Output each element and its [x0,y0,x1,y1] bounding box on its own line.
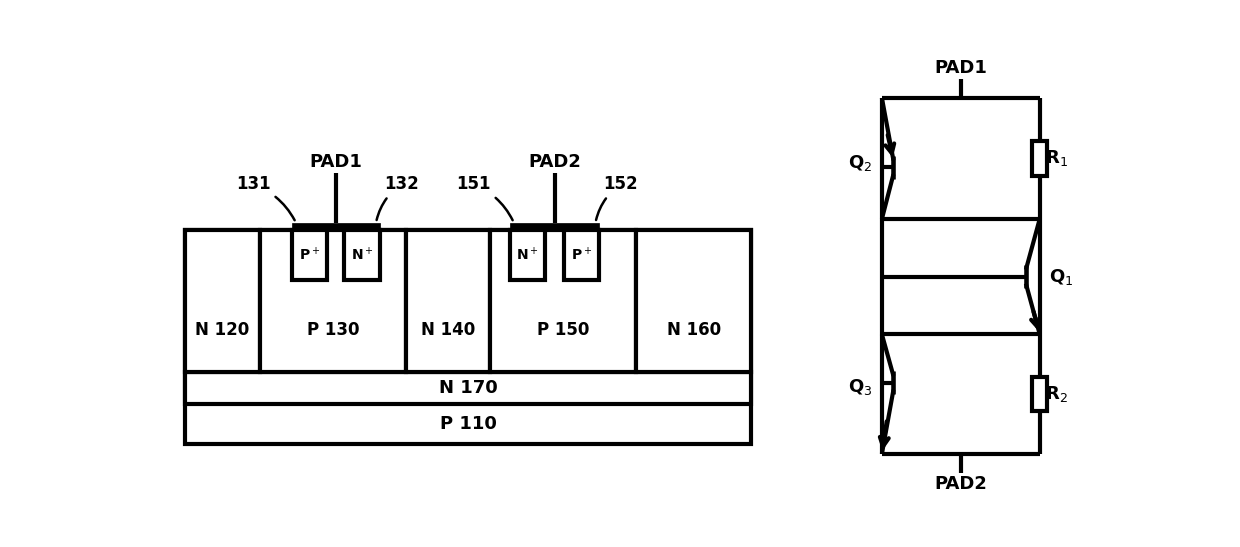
Text: R$_1$: R$_1$ [1045,148,1068,168]
Text: 131: 131 [236,176,295,220]
Bar [1032,377,1048,411]
Bar [510,223,599,230]
Text: N$^+$: N$^+$ [516,246,539,263]
Text: N 160: N 160 [667,321,720,339]
Bar [293,230,327,280]
Bar [185,230,259,372]
Text: 152: 152 [596,176,637,220]
Text: N 140: N 140 [420,321,475,339]
Bar [185,372,751,404]
Text: N 170: N 170 [439,379,497,397]
Bar [510,230,546,280]
Text: Q$_3$: Q$_3$ [848,377,873,397]
Text: N 120: N 120 [195,321,249,339]
Bar [636,230,751,372]
Text: N$^+$: N$^+$ [351,246,373,263]
Text: PAD2: PAD2 [935,475,987,493]
Text: Q$_1$: Q$_1$ [1049,266,1074,287]
Text: 132: 132 [377,176,418,220]
Bar [185,230,751,445]
Bar [405,230,490,372]
Text: P$^+$: P$^+$ [570,246,593,263]
Text: Q$_2$: Q$_2$ [848,153,873,173]
Text: P 150: P 150 [537,321,589,339]
Bar [259,230,405,372]
Bar [490,230,636,372]
Text: 151: 151 [456,176,512,220]
Text: P 130: P 130 [306,321,360,339]
Text: P$^+$: P$^+$ [299,246,320,263]
Text: P 110: P 110 [440,416,496,433]
Text: PAD1: PAD1 [935,59,987,77]
Bar [564,230,599,280]
Bar [1032,141,1048,176]
Bar [293,223,379,230]
Text: PAD1: PAD1 [310,153,362,171]
Text: R$_2$: R$_2$ [1045,384,1068,404]
Bar [345,230,379,280]
Text: PAD2: PAD2 [528,153,582,171]
